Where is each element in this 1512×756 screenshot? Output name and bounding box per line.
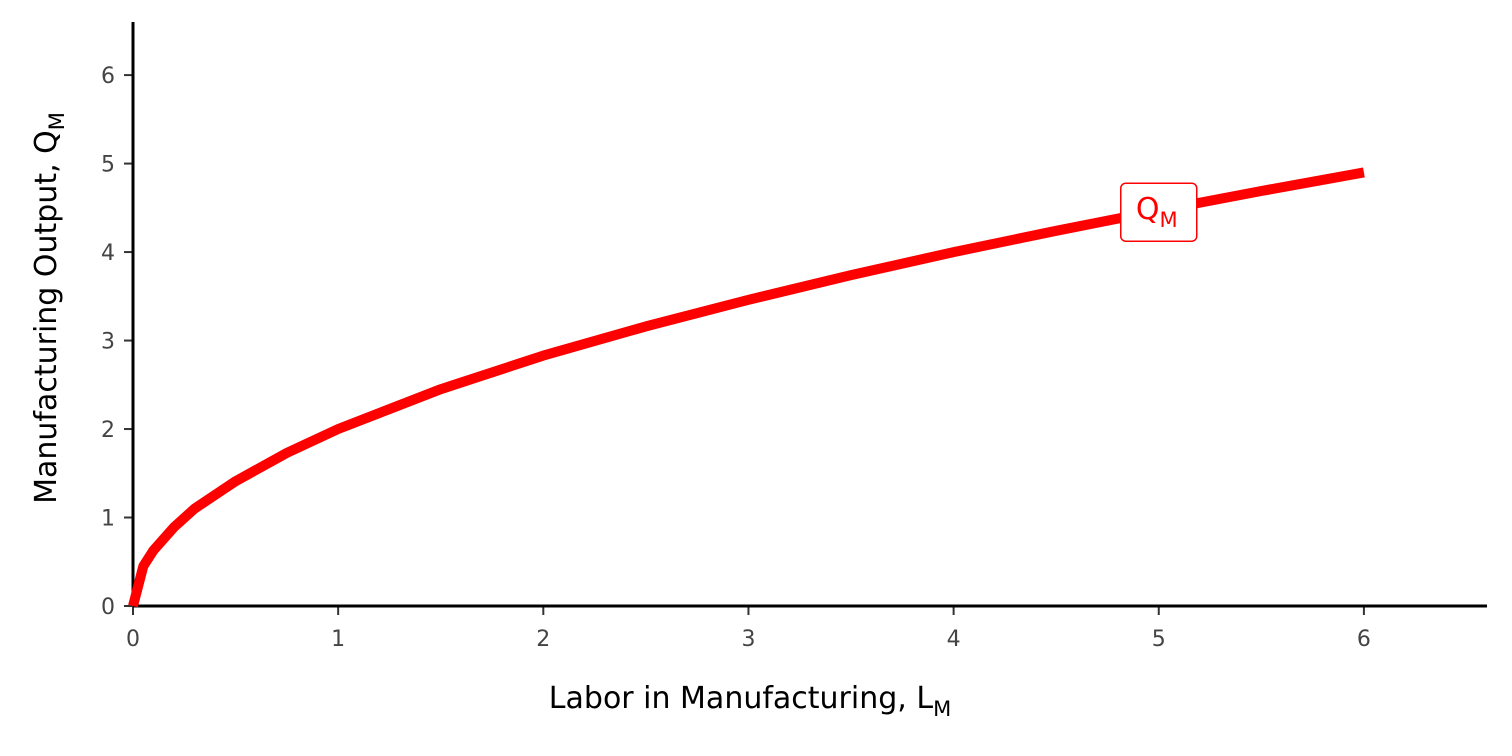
x-axis-title-subscript: M (933, 697, 951, 721)
y-axis-ticks: 0 1 2 3 4 5 6 (101, 64, 133, 620)
x-axis-title: Labor in Manufacturing, LM (549, 681, 951, 721)
series-line-qm (128, 167, 1365, 608)
y-tick-label: 2 (101, 418, 115, 443)
series-label-qm: QM (1120, 182, 1198, 242)
x-axis-ticks: 0 1 2 3 4 5 6 (126, 606, 1371, 652)
x-tick-label: 2 (536, 627, 550, 652)
y-tick-label: 0 (101, 595, 115, 620)
y-tick-label: 6 (101, 64, 115, 89)
series-label-subscript: M (1160, 208, 1178, 232)
y-tick-label: 4 (101, 241, 115, 266)
x-tick-label: 3 (741, 627, 755, 652)
x-tick-label: 5 (1152, 627, 1166, 652)
series-label-text: QM (1136, 192, 1178, 232)
y-tick-label: 3 (101, 330, 115, 355)
x-tick-label: 4 (947, 627, 961, 652)
x-tick-label: 0 (126, 627, 140, 652)
series-label-main: Q (1136, 192, 1160, 227)
y-axis-title-main: Manufacturing Output, Q (29, 130, 64, 504)
y-axis-title: Manufacturing Output, QM (29, 112, 69, 504)
x-tick-label: 1 (331, 627, 345, 652)
y-tick-label: 1 (101, 507, 115, 532)
y-tick-label: 5 (101, 153, 115, 178)
x-tick-label: 6 (1357, 627, 1371, 652)
x-axis-title-main: Labor in Manufacturing, L (549, 681, 934, 716)
series-label-box (1120, 182, 1198, 242)
y-axis-title-subscript: M (45, 112, 69, 130)
